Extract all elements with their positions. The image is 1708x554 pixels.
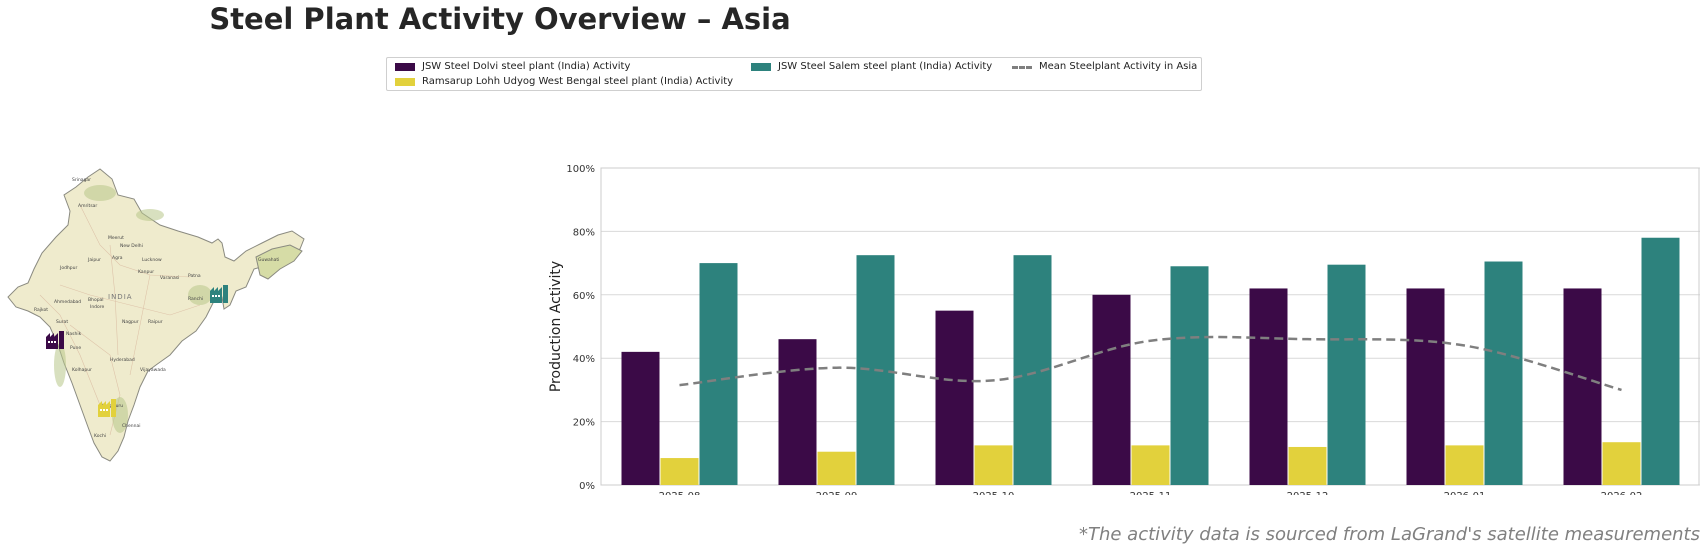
city-label: Jodhpur xyxy=(59,265,77,271)
legend-item-west-bengal: Ramsarup Lohh Udyog West Bengal steel pl… xyxy=(395,76,733,88)
city-label: Jaipur xyxy=(87,257,101,263)
x-tick-label: 2025-12 xyxy=(1287,491,1329,495)
city-label: Vijayawada xyxy=(140,367,166,373)
bar xyxy=(778,339,817,485)
city-label: Amritsar xyxy=(78,203,97,209)
bar xyxy=(1563,288,1602,485)
legend-label-west-bengal: Ramsarup Lohh Udyog West Bengal steel pl… xyxy=(422,76,734,87)
x-tick-label: 2026-02 xyxy=(1601,491,1643,495)
y-tick-label: 20% xyxy=(573,418,595,429)
legend-item-dolvi: JSW Steel Dolvi steel plant (India) Acti… xyxy=(395,61,630,73)
city-label: Patna xyxy=(188,273,201,279)
city-label: Surat xyxy=(56,319,68,325)
x-tick-label: 2025-09 xyxy=(816,491,858,495)
bar xyxy=(1170,266,1209,485)
city-label: New Delhi xyxy=(120,243,143,249)
bar xyxy=(1327,264,1366,485)
city-label: Ahmedabad xyxy=(54,299,81,305)
city-label: Raipur xyxy=(148,319,163,325)
bar xyxy=(621,351,660,485)
factory-icon xyxy=(210,285,228,303)
y-tick-label: 0% xyxy=(579,481,595,492)
legend-item-mean: Mean Steelplant Activity in Asia xyxy=(1012,61,1197,73)
y-tick-label: 60% xyxy=(573,291,595,302)
x-tick-label: 2026-01 xyxy=(1444,491,1486,495)
activity-bar-chart: 0% 20% 40% 60% 80% 100% Production Activity 202… xyxy=(548,164,1700,495)
city-label: Nagpur xyxy=(122,319,139,325)
road-network xyxy=(39,204,201,436)
bar xyxy=(817,451,856,485)
city-label: Kanpur xyxy=(138,269,154,275)
page-title: Steel Plant Activity Overview – Asia xyxy=(209,2,791,36)
bar xyxy=(1406,288,1445,485)
legend-swatch-mean xyxy=(1012,66,1032,69)
x-tick-label: 2025-11 xyxy=(1130,491,1172,495)
city-label: Meerut xyxy=(108,235,124,241)
india-outline xyxy=(7,168,305,462)
bar xyxy=(1484,261,1523,485)
city-label: Hyderabad xyxy=(110,357,135,363)
city-label: Nashik xyxy=(66,331,82,337)
chart-legend: JSW Steel Dolvi steel plant (India) Acti… xyxy=(386,57,1202,91)
city-label: Srinagar xyxy=(72,177,91,183)
city-label: Varanasi xyxy=(160,275,179,281)
legend-swatch-west-bengal xyxy=(395,78,415,86)
bar xyxy=(660,458,699,485)
y-axis-label: Production Activity xyxy=(548,261,564,392)
legend-label-salem: JSW Steel Salem steel plant (India) Acti… xyxy=(778,61,993,72)
city-label: Indore xyxy=(90,304,105,310)
y-tick-label: 80% xyxy=(573,227,595,238)
legend-swatch-salem xyxy=(751,63,771,71)
x-tick-label: 2025-08 xyxy=(659,491,701,495)
bar xyxy=(1288,446,1327,485)
legend-label-dolvi: JSW Steel Dolvi steel plant (India) Acti… xyxy=(422,61,631,72)
legend-swatch-dolvi xyxy=(395,63,415,71)
bar xyxy=(1641,237,1680,485)
city-label: Chennai xyxy=(122,423,140,429)
city-label: Guwahati xyxy=(258,257,279,263)
city-label: Agra xyxy=(112,255,123,261)
country-label: INDIA xyxy=(108,293,133,301)
india-map: Srinagar Amritsar Meerut New Delhi Jaipu… xyxy=(7,168,305,462)
mean-activity-line xyxy=(679,335,1622,392)
northeast-outline xyxy=(255,244,303,280)
data-source-footnote: *The activity data is sourced from LaGra… xyxy=(1078,524,1700,545)
terrain-shading xyxy=(54,185,212,433)
y-tick-label: 100% xyxy=(566,164,595,175)
bar xyxy=(935,310,974,485)
bar xyxy=(1602,442,1641,485)
city-label: Rajkot xyxy=(34,307,48,313)
y-tick-label: 40% xyxy=(573,354,595,365)
bar xyxy=(1249,288,1288,485)
legend-label-mean: Mean Steelplant Activity in Asia xyxy=(1039,61,1198,72)
factory-icon xyxy=(46,331,64,349)
x-tick-label: 2025-10 xyxy=(973,491,1015,495)
bar xyxy=(1092,294,1131,485)
bar xyxy=(974,445,1013,485)
city-label: Lucknow xyxy=(142,257,162,263)
bar xyxy=(1131,445,1170,485)
bar xyxy=(1445,445,1484,485)
city-label: Bhopal xyxy=(88,297,104,303)
factory-icon xyxy=(98,399,116,417)
legend-item-salem: JSW Steel Salem steel plant (India) Acti… xyxy=(751,61,992,73)
city-label: Kolhapur xyxy=(72,367,92,373)
plot-frame xyxy=(600,167,1700,486)
city-label: Ranchi xyxy=(188,296,203,302)
city-label: Kochi xyxy=(94,433,106,439)
bar xyxy=(699,263,738,485)
city-label: Pune xyxy=(70,345,81,351)
